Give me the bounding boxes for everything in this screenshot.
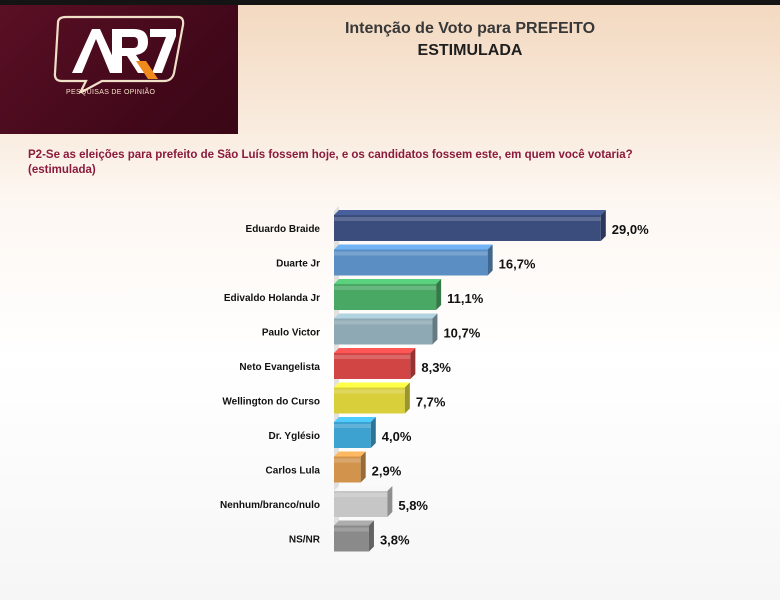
bar-highlight: [334, 527, 369, 532]
question-text: P2-Se as eleições para prefeito de São L…: [28, 149, 633, 161]
value-label: 4,0%: [382, 429, 412, 444]
bar-highlight: [334, 286, 437, 290]
bar-highlight: [334, 251, 488, 256]
chart-subtitle: ESTIMULADA: [417, 42, 523, 59]
bar-highlight: [334, 320, 433, 325]
category-label: Eduardo Braide: [246, 224, 321, 235]
category-label: Carlos Lula: [266, 466, 321, 477]
bar: [334, 525, 369, 552]
bar-top-face: [334, 313, 438, 319]
value-label: 8,3%: [421, 360, 451, 375]
bar-top-face: [334, 348, 416, 353]
bar-end-face: [600, 210, 606, 241]
bar-end-face: [432, 313, 438, 345]
value-label: 3,8%: [380, 533, 410, 548]
question-note: (estimulada): [28, 164, 96, 176]
bar: [334, 318, 433, 345]
category-label: Dr. Yglésio: [268, 431, 320, 442]
value-label: 16,7%: [499, 257, 536, 272]
bar-highlight: [334, 389, 405, 394]
bar: [334, 284, 437, 310]
bar-highlight: [334, 493, 388, 497]
bar-highlight: [334, 458, 361, 463]
bar-end-face: [368, 520, 374, 552]
bar-top-face: [334, 210, 606, 215]
category-label: Neto Evangelista: [239, 362, 320, 373]
logo-tagline: PESQUISAS DE OPINIÃO: [66, 89, 156, 96]
bar-end-face: [387, 486, 393, 517]
bar-top-face: [334, 486, 393, 491]
category-label: Paulo Victor: [262, 328, 320, 339]
bar: [334, 491, 388, 517]
bar-end-face: [360, 451, 366, 483]
bar: [334, 249, 488, 276]
bar-end-face: [404, 382, 410, 414]
value-label: 5,8%: [398, 498, 428, 513]
bar-top-face: [334, 382, 410, 388]
bar-highlight: [334, 217, 601, 221]
value-label: 2,9%: [372, 464, 402, 479]
value-label: 29,0%: [612, 222, 649, 237]
bar: [334, 215, 601, 241]
value-label: 11,1%: [447, 291, 484, 306]
bar-top-face: [334, 417, 376, 422]
bar: [334, 387, 405, 414]
value-label: 7,7%: [416, 395, 446, 410]
bar-highlight: [334, 424, 371, 428]
bar-top-face: [334, 520, 374, 526]
category-label: Nenhum/branco/nulo: [220, 500, 320, 511]
bar-top-face: [334, 244, 493, 250]
bar-end-face: [370, 417, 376, 448]
bar: [334, 353, 411, 379]
bar-top-face: [334, 279, 442, 284]
survey-question: P2-Se as eleições para prefeito de São L…: [28, 148, 768, 178]
top-border: [0, 0, 780, 5]
bar-highlight: [334, 355, 411, 359]
category-label: Edivaldo Holanda Jr: [224, 293, 320, 304]
bar-end-face: [410, 348, 416, 379]
chart-title: Intenção de Voto para PREFEITO: [344, 20, 596, 37]
bar-end-face: [436, 279, 442, 310]
category-label: Wellington do Curso: [222, 397, 320, 408]
logo-panel: PESQUISAS DE OPINIÃO: [0, 5, 238, 134]
value-label: 10,7%: [443, 326, 480, 341]
bar-end-face: [487, 244, 493, 276]
bar: [334, 456, 361, 483]
category-label: NS/NR: [289, 535, 321, 546]
category-label: Duarte Jr: [276, 259, 320, 270]
bar-top-face: [334, 451, 366, 457]
ar7-logo-icon: [53, 15, 185, 93]
bar: [334, 422, 371, 448]
